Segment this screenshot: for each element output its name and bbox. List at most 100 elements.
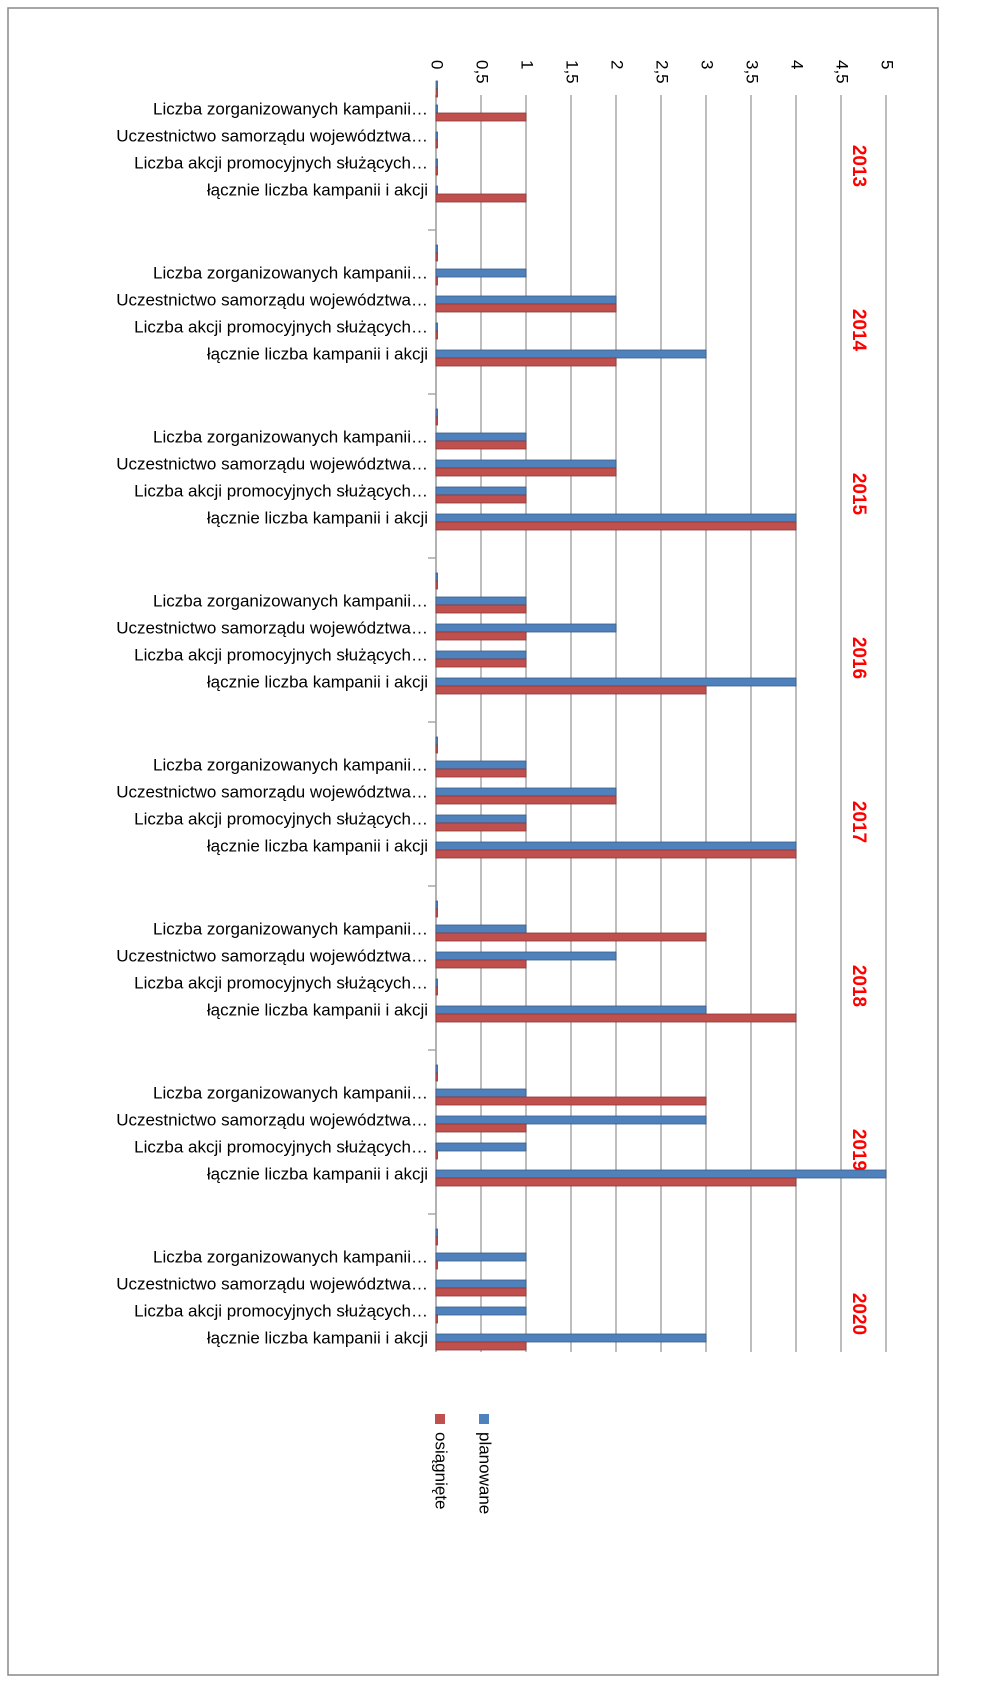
bar — [435, 1088, 527, 1098]
x-tick-label: 0 — [428, 60, 447, 69]
bar — [435, 1169, 887, 1179]
bar — [435, 158, 438, 168]
group-label: 2013 — [848, 145, 869, 187]
bar — [435, 104, 438, 114]
bar — [435, 131, 438, 141]
y-tick-label: Liczba zorganizowanych kampanii… — [153, 263, 428, 282]
bar — [435, 408, 438, 418]
bar — [435, 849, 797, 859]
bar — [435, 650, 527, 660]
x-tick-label: 4,5 — [833, 60, 852, 84]
bar — [435, 349, 707, 359]
bar — [435, 760, 527, 770]
bar — [435, 303, 617, 313]
y-tick-label: Liczba zorganizowanych kampanii… — [153, 1247, 428, 1266]
group-label: 2014 — [848, 309, 869, 352]
bar — [435, 951, 617, 961]
bar — [435, 631, 527, 641]
y-tick-label: Liczba akcji promocyjnych służących… — [134, 153, 428, 172]
bar — [435, 604, 527, 614]
bar — [435, 185, 438, 195]
bar — [435, 978, 438, 988]
bar — [435, 467, 617, 477]
bar — [435, 1236, 438, 1246]
bar — [435, 1096, 707, 1106]
bar — [435, 166, 438, 176]
y-tick-label: Uczestnictwo samorządu województwa… — [116, 946, 428, 965]
x-tick-label: 2 — [608, 60, 627, 69]
bar — [435, 658, 527, 668]
bar — [435, 1341, 527, 1351]
bar — [435, 900, 438, 910]
y-tick-label: Uczestnictwo samorządu województwa… — [116, 1110, 428, 1129]
y-tick-label: łącznie liczba kampanii i akcji — [207, 836, 428, 855]
bar — [435, 1252, 527, 1262]
bar — [435, 416, 438, 426]
bar — [435, 1333, 707, 1343]
bar — [435, 1064, 438, 1074]
bar — [435, 1115, 707, 1125]
x-tick-label: 3,5 — [743, 60, 762, 84]
bar — [435, 88, 438, 98]
y-tick-label: Liczba zorganizowanych kampanii… — [153, 427, 428, 446]
bar — [435, 1123, 527, 1133]
bar — [435, 623, 617, 633]
bar — [435, 1279, 527, 1289]
bar — [435, 357, 617, 367]
bar — [435, 459, 617, 469]
bar — [435, 513, 797, 523]
y-tick-label: Liczba zorganizowanych kampanii… — [153, 591, 428, 610]
x-tick-label: 0,5 — [473, 60, 492, 84]
y-tick-label: Liczba akcji promocyjnych służących… — [134, 645, 428, 664]
y-tick-label: Uczestnictwo samorządu województwa… — [116, 618, 428, 637]
x-tick-label: 2,5 — [653, 60, 672, 84]
bar — [435, 139, 438, 149]
bar — [435, 677, 797, 687]
bar — [435, 596, 527, 606]
bar — [435, 1287, 527, 1297]
bar — [435, 580, 438, 590]
bar — [435, 932, 707, 942]
bar — [435, 252, 438, 262]
group-label: 2017 — [848, 801, 869, 843]
y-tick-label: Liczba akcji promocyjnych służących… — [134, 1301, 428, 1320]
bar — [435, 908, 438, 918]
group-label: 2016 — [848, 637, 869, 679]
bar — [435, 685, 707, 695]
bar — [435, 440, 527, 450]
y-tick-label: Liczba zorganizowanych kampanii… — [153, 919, 428, 938]
bar — [435, 112, 527, 122]
bar — [435, 744, 438, 754]
bar — [435, 80, 438, 90]
group-label: 2019 — [848, 1129, 869, 1171]
bar — [435, 268, 527, 278]
bar — [435, 244, 438, 254]
bar — [435, 486, 527, 496]
x-tick-label: 3 — [698, 60, 717, 69]
bar — [435, 736, 438, 746]
y-tick-label: Liczba zorganizowanych kampanii… — [153, 99, 428, 118]
legend-label: osiągnięte — [432, 1432, 451, 1510]
bar — [435, 295, 617, 305]
bar — [435, 787, 617, 797]
bar — [435, 276, 438, 286]
y-tick-label: Uczestnictwo samorządu województwa… — [116, 454, 428, 473]
bar — [435, 322, 438, 332]
y-tick-label: Liczba zorganizowanych kampanii… — [153, 1083, 428, 1102]
group-label: 2018 — [848, 965, 869, 1007]
y-tick-label: Liczba akcji promocyjnych służących… — [134, 809, 428, 828]
y-tick-label: Liczba akcji promocyjnych służących… — [134, 1137, 428, 1156]
bar — [435, 432, 527, 442]
chart-frame — [7, 7, 939, 1676]
bar — [435, 1306, 527, 1316]
x-tick-label: 1 — [518, 60, 537, 69]
x-tick-label: 1,5 — [563, 60, 582, 84]
y-tick-label: Liczba akcji promocyjnych służących… — [134, 973, 428, 992]
bar — [435, 959, 527, 969]
bar — [435, 1314, 438, 1324]
bar — [435, 986, 438, 996]
bar — [435, 768, 527, 778]
y-tick-label: Uczestnictwo samorządu województwa… — [116, 782, 428, 801]
bar — [435, 330, 438, 340]
y-tick-label: Liczba zorganizowanych kampanii… — [153, 755, 428, 774]
